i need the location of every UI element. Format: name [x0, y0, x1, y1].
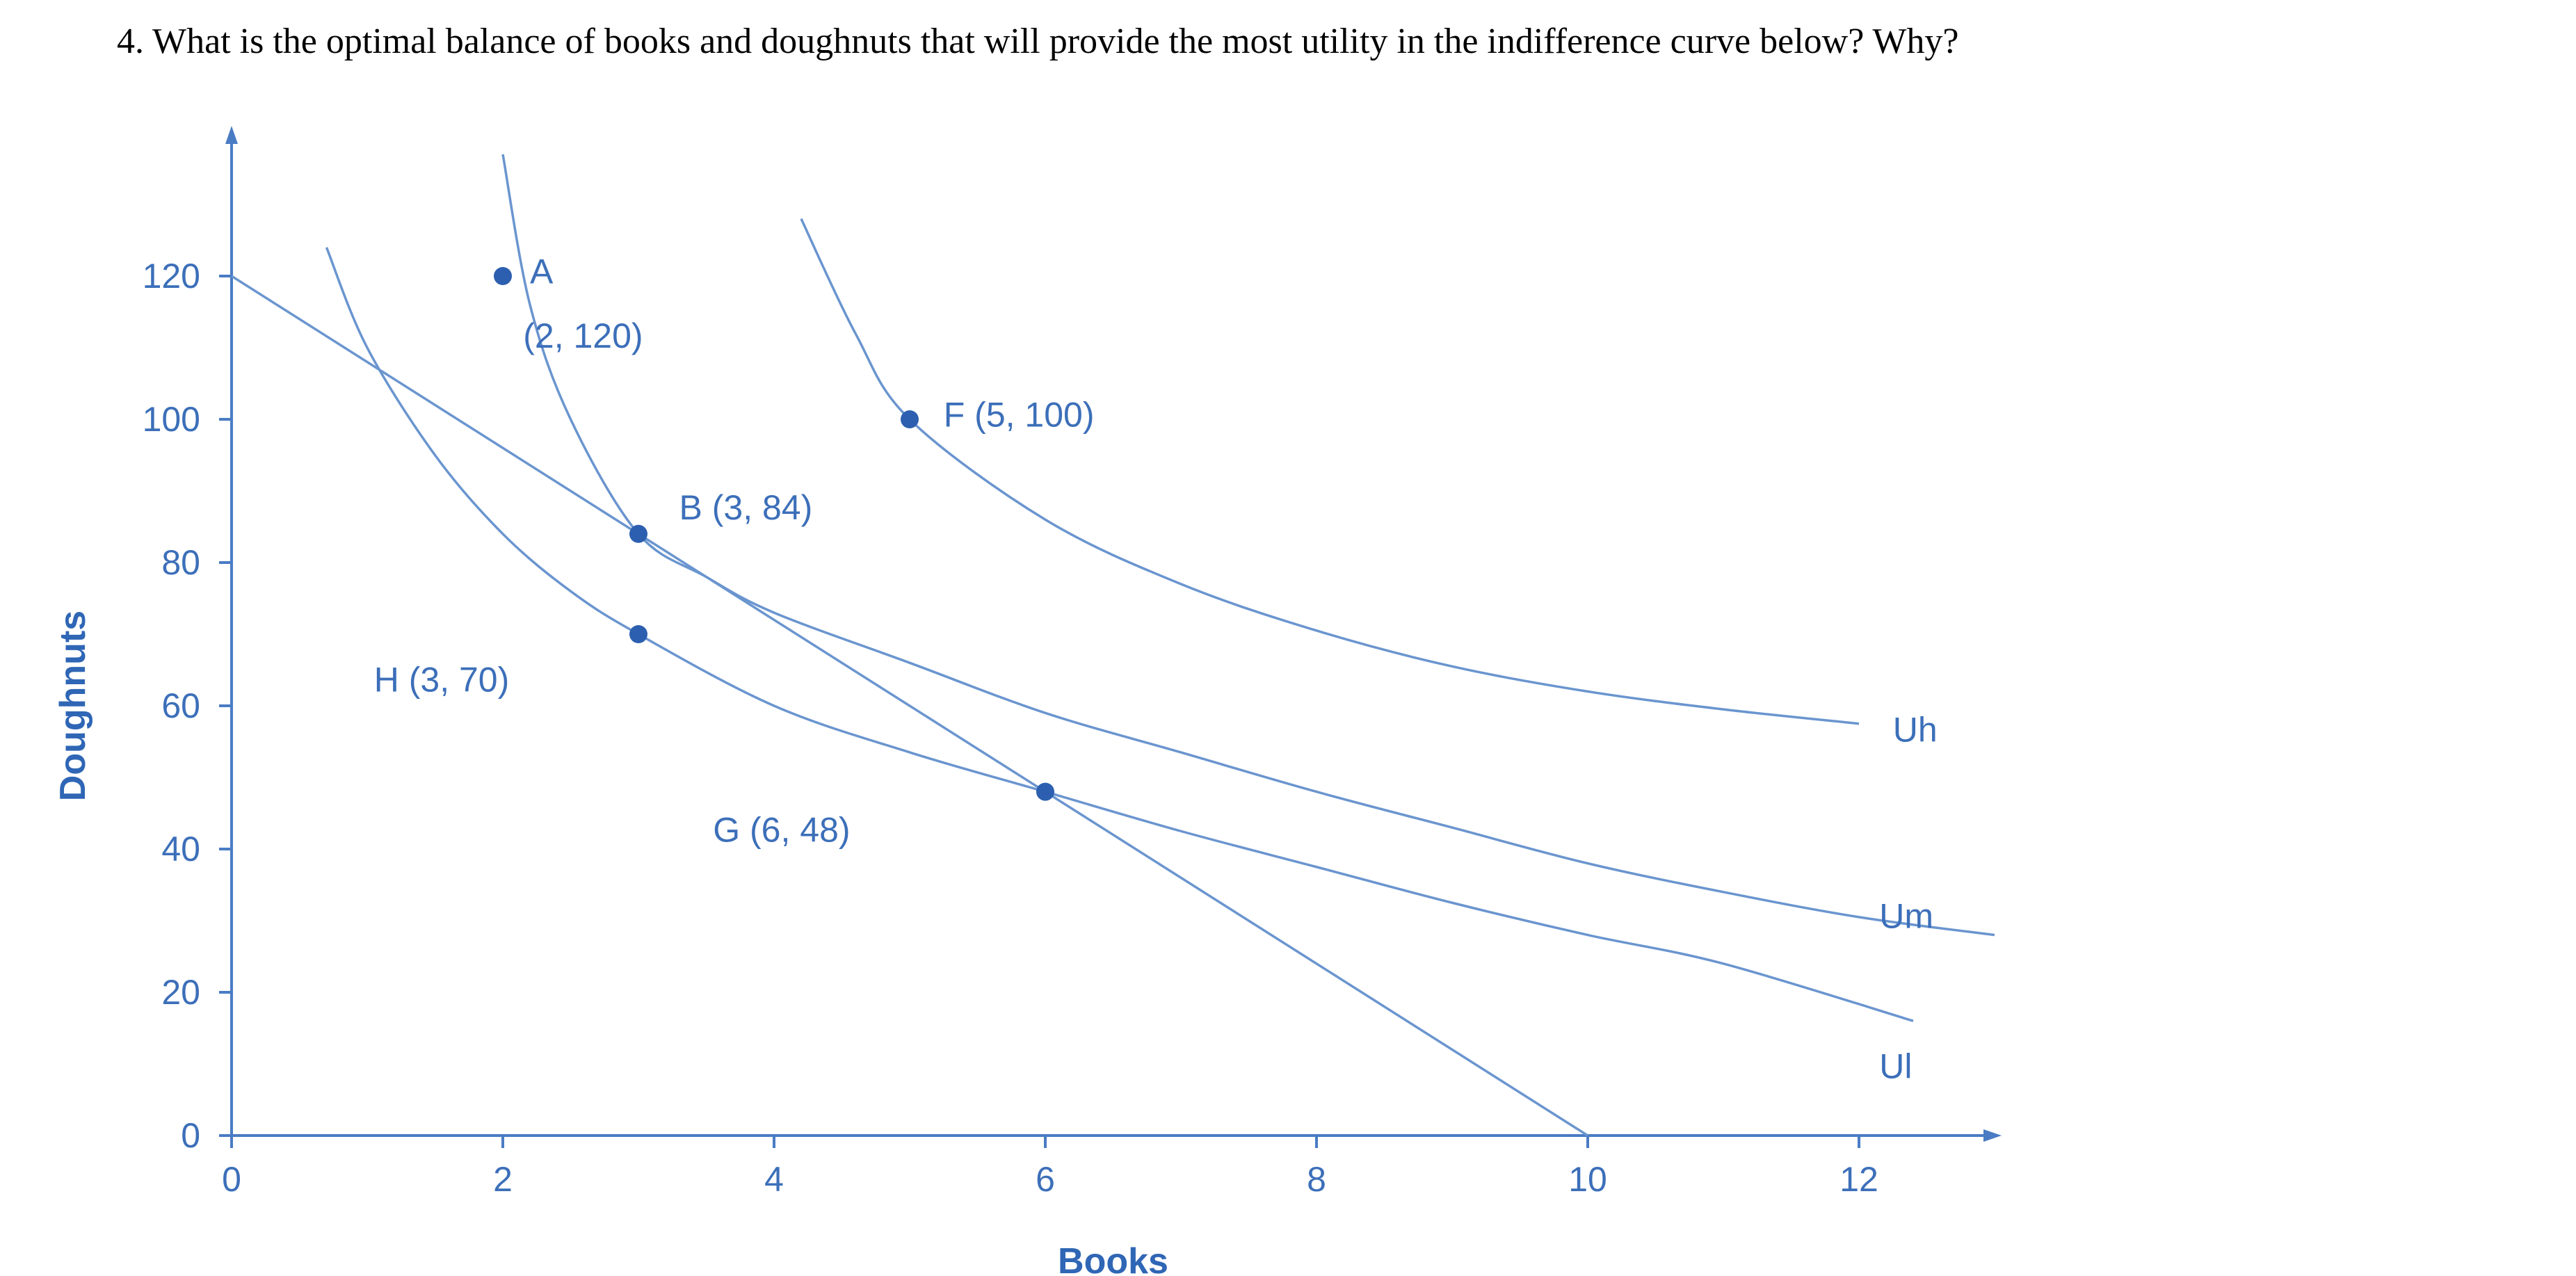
curve-um: [501, 154, 1995, 937]
y-tick-label-100: 100: [143, 400, 200, 439]
point-label-a: A: [530, 252, 554, 291]
y-tick-label-120: 120: [143, 257, 200, 296]
point-label-h: H (3, 70): [374, 660, 510, 699]
curve-label-ul: Ul: [1879, 1047, 1912, 1086]
x-axis-arrow-icon: [1983, 1129, 2002, 1142]
curve-label-uh: Uh: [1893, 711, 1938, 750]
budget-line: [231, 275, 1588, 1137]
point-b: [629, 524, 647, 543]
y-tick-label-0: 0: [181, 1116, 200, 1155]
point-label-g: G (6, 48): [713, 811, 850, 850]
point-a: [494, 267, 512, 285]
x-tick-label-0: 0: [222, 1160, 241, 1199]
curve-label-um: Um: [1879, 896, 1933, 935]
curve-uh: [800, 218, 1860, 725]
point-f: [901, 410, 919, 428]
x-tick-label-6: 6: [1036, 1160, 1055, 1199]
y-tick-label-80: 80: [161, 543, 200, 582]
x-axis-title: Books: [1058, 1241, 1168, 1276]
question-text: 4. What is the optimal balance of books …: [117, 22, 1959, 61]
point-g: [1036, 782, 1054, 801]
x-tick-label-10: 10: [1568, 1160, 1607, 1199]
y-tick-label-60: 60: [161, 686, 200, 725]
y-tick-label-20: 20: [161, 973, 200, 1012]
y-tick-label-40: 40: [161, 830, 200, 869]
y-axis-arrow-icon: [225, 126, 238, 144]
x-tick-label-8: 8: [1307, 1160, 1326, 1199]
point-label-b: B (3, 84): [679, 488, 813, 527]
x-tick-label-2: 2: [493, 1160, 513, 1199]
point-sublabel-a: (2, 120): [523, 316, 643, 355]
point-h: [629, 625, 647, 643]
y-axis-title: Doughnuts: [53, 611, 93, 801]
point-label-f: F (5, 100): [944, 395, 1095, 434]
x-tick-label-12: 12: [1840, 1160, 1878, 1199]
curve-ul: [325, 247, 1914, 1022]
x-tick-label-4: 4: [764, 1160, 784, 1199]
